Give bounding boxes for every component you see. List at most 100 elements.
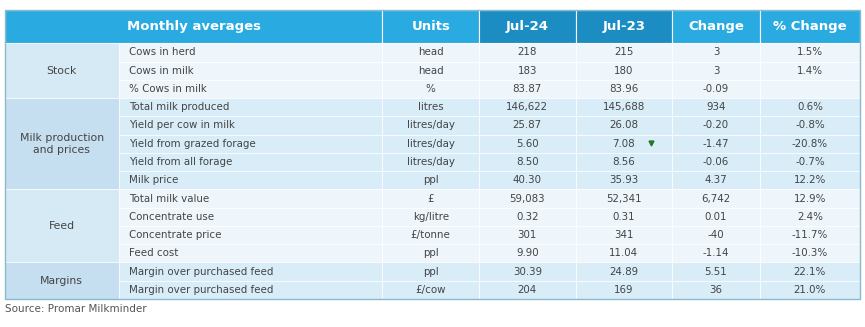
Text: 40.30: 40.30 <box>513 175 541 185</box>
Text: Monthly averages: Monthly averages <box>126 20 260 33</box>
Bar <box>759 189 860 208</box>
Bar <box>479 226 575 244</box>
Text: kg/litre: kg/litre <box>413 212 449 222</box>
Bar <box>575 116 672 135</box>
Bar <box>5 61 119 80</box>
Bar <box>5 244 119 263</box>
Text: 25.87: 25.87 <box>513 120 541 130</box>
Bar <box>479 61 575 80</box>
Bar <box>575 98 672 116</box>
Text: head: head <box>418 66 444 76</box>
Text: litres/day: litres/day <box>407 139 455 149</box>
Text: Concentrate price: Concentrate price <box>129 230 221 240</box>
Bar <box>759 116 860 135</box>
Bar <box>382 153 479 171</box>
Text: 11.04: 11.04 <box>609 248 638 258</box>
Text: ppl: ppl <box>423 175 439 185</box>
Text: 26.08: 26.08 <box>609 120 638 130</box>
Bar <box>479 263 575 281</box>
Bar <box>759 61 860 80</box>
Text: 4.37: 4.37 <box>705 175 727 185</box>
Text: 6,742: 6,742 <box>702 194 731 203</box>
Bar <box>382 208 479 226</box>
Bar <box>119 43 382 61</box>
Text: 215: 215 <box>614 47 633 57</box>
Bar <box>5 189 119 208</box>
Bar <box>382 189 479 208</box>
Bar <box>5 98 119 189</box>
Bar <box>759 263 860 281</box>
Bar <box>5 281 119 299</box>
Text: 2.4%: 2.4% <box>797 212 823 222</box>
Text: 24.89: 24.89 <box>609 267 638 277</box>
Bar <box>119 263 382 281</box>
Text: 204: 204 <box>517 285 537 295</box>
Bar <box>575 80 672 98</box>
Bar <box>5 80 119 98</box>
Bar <box>479 10 575 43</box>
Text: Jul-24: Jul-24 <box>506 20 548 33</box>
Bar <box>5 98 119 116</box>
Bar <box>5 10 382 43</box>
Text: 145,688: 145,688 <box>603 102 645 112</box>
Text: 12.2%: 12.2% <box>794 175 826 185</box>
Text: % Change: % Change <box>773 20 847 33</box>
Text: -1.14: -1.14 <box>702 248 729 258</box>
Text: Milk price: Milk price <box>129 175 178 185</box>
Bar <box>5 226 119 244</box>
Text: £: £ <box>427 194 434 203</box>
Bar <box>5 263 119 299</box>
Text: Margins: Margins <box>41 276 83 286</box>
Bar <box>759 43 860 61</box>
Bar <box>759 10 860 43</box>
Bar <box>479 189 575 208</box>
Text: Jul-23: Jul-23 <box>602 20 645 33</box>
Bar <box>672 171 759 189</box>
Text: 5.60: 5.60 <box>516 139 539 149</box>
Bar <box>5 43 119 98</box>
Bar <box>479 208 575 226</box>
Text: litres/day: litres/day <box>407 120 455 130</box>
Bar <box>575 10 672 43</box>
Text: Units: Units <box>411 20 450 33</box>
Text: 183: 183 <box>517 66 537 76</box>
Bar <box>119 189 382 208</box>
Text: litres: litres <box>418 102 444 112</box>
Text: 3: 3 <box>713 47 720 57</box>
Text: 218: 218 <box>517 47 537 57</box>
Text: Total milk value: Total milk value <box>129 194 209 203</box>
Text: 934: 934 <box>706 102 726 112</box>
Text: litres/day: litres/day <box>407 157 455 167</box>
Bar <box>759 153 860 171</box>
Text: £/cow: £/cow <box>415 285 446 295</box>
Bar <box>672 189 759 208</box>
Bar <box>5 116 119 135</box>
Text: Yield from all forage: Yield from all forage <box>129 157 233 167</box>
Bar <box>759 208 860 226</box>
Bar <box>759 135 860 153</box>
Bar <box>672 10 759 43</box>
Bar <box>575 244 672 263</box>
Bar <box>672 153 759 171</box>
Text: £/tonne: £/tonne <box>411 230 451 240</box>
Text: Cows in milk: Cows in milk <box>129 66 194 76</box>
Text: 8.50: 8.50 <box>516 157 539 167</box>
Bar <box>382 281 479 299</box>
Bar <box>119 135 382 153</box>
Bar <box>672 43 759 61</box>
Text: Feed cost: Feed cost <box>129 248 178 258</box>
Text: 52,341: 52,341 <box>606 194 642 203</box>
Text: 8.56: 8.56 <box>612 157 635 167</box>
Bar <box>479 171 575 189</box>
Bar <box>119 226 382 244</box>
Text: 83.96: 83.96 <box>609 84 638 94</box>
Bar <box>119 281 382 299</box>
Bar <box>575 171 672 189</box>
Bar <box>5 189 119 263</box>
Bar <box>119 61 382 80</box>
Text: 12.9%: 12.9% <box>794 194 826 203</box>
Text: Margin over purchased feed: Margin over purchased feed <box>129 285 273 295</box>
Text: -1.47: -1.47 <box>702 139 729 149</box>
Text: -0.8%: -0.8% <box>795 120 825 130</box>
Text: 341: 341 <box>614 230 634 240</box>
